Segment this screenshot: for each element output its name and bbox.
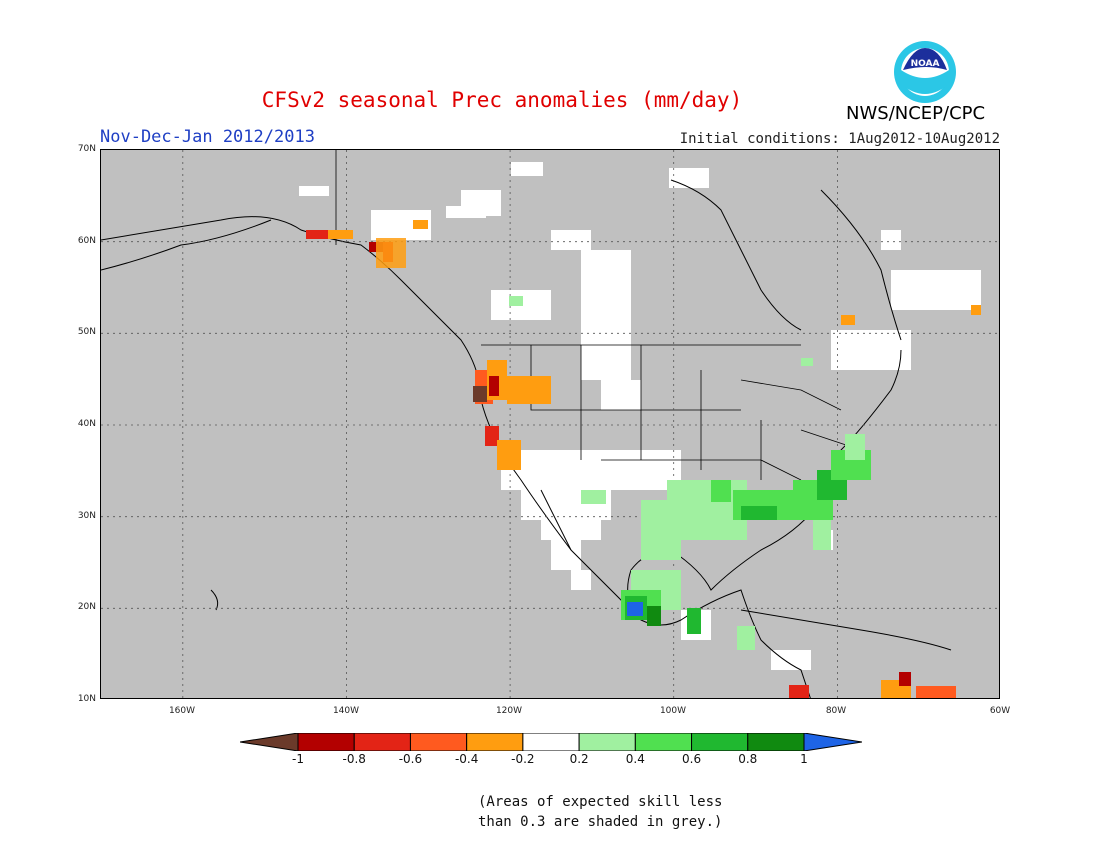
lon-tick: 100W xyxy=(659,706,687,716)
dry-anomaly-regions xyxy=(306,220,981,698)
colorbar-label: 0.4 xyxy=(625,752,645,766)
skill-note: (Areas of expected skill less than 0.3 a… xyxy=(478,792,722,832)
colorbar-cell xyxy=(634,733,693,751)
lat-tick: 40N xyxy=(77,419,96,429)
colorbar-cell xyxy=(466,733,524,751)
colorbar-label: 1 xyxy=(800,752,808,766)
colorbar-cell xyxy=(297,733,355,751)
colorbar-high-arrow xyxy=(803,733,862,751)
colorbar-cell xyxy=(747,733,805,751)
lon-tick: 140W xyxy=(332,706,360,716)
noaa-logo-icon: NOAA xyxy=(894,41,956,103)
colorbar-label: -0.6 xyxy=(398,752,423,766)
skill-note-line2: than 0.3 are shaded in grey.) xyxy=(478,814,723,830)
initial-conditions: Initial conditions: 1Aug2012-10Aug2012 xyxy=(679,131,1000,147)
grid-lines xyxy=(101,150,999,698)
colorbar-label: -0.4 xyxy=(454,752,479,766)
colorbar-cell xyxy=(691,733,749,751)
lat-tick: 70N xyxy=(77,144,96,154)
wet-anomaly-regions xyxy=(509,296,871,650)
skill-note-line1: (Areas of expected skill less xyxy=(478,794,723,810)
coastlines xyxy=(101,179,952,698)
colorbar-cell xyxy=(409,733,468,751)
lat-tick: 20N xyxy=(77,602,96,612)
colorbar-cell xyxy=(353,733,411,751)
lon-tick: 120W xyxy=(495,706,523,716)
precip-anomaly-map xyxy=(100,149,1000,699)
colorbar-label: -0.8 xyxy=(342,752,366,766)
neutral-regions xyxy=(299,162,981,670)
map-title: CFSv2 seasonal Prec anomalies (mm/day) xyxy=(261,88,743,112)
lat-tick: 30N xyxy=(77,511,96,521)
colorbar-label: 0.8 xyxy=(738,752,758,766)
lat-tick: 60N xyxy=(77,236,96,246)
colorbar-low-arrow xyxy=(240,733,299,751)
colorbar-label: 0.6 xyxy=(682,752,702,766)
lat-tick: 10N xyxy=(77,694,96,704)
colorbar-cells xyxy=(240,733,862,751)
lon-tick: 80W xyxy=(825,706,847,716)
forecast-period: Nov-Dec-Jan 2012/2013 xyxy=(100,127,315,147)
lat-tick: 50N xyxy=(77,327,96,337)
lon-tick: 60W xyxy=(989,706,1011,716)
colorbar-cell xyxy=(578,733,636,751)
agency-label: NWS/NCEP/CPC xyxy=(846,103,986,124)
colorbar-label: 0.2 xyxy=(569,752,589,766)
logo-text: NOAA xyxy=(911,59,940,69)
colorbar-label: -1 xyxy=(292,752,304,766)
colorbar xyxy=(240,733,862,751)
map-canvas xyxy=(101,150,999,698)
colorbar-label: -0.2 xyxy=(511,752,535,766)
colorbar-cell xyxy=(522,733,580,751)
borders xyxy=(335,150,862,481)
lon-tick: 160W xyxy=(168,706,196,716)
